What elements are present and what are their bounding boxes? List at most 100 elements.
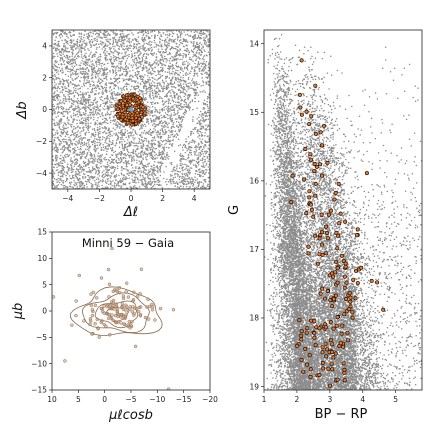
field-star xyxy=(76,192,78,194)
field-star xyxy=(210,26,212,28)
field-star xyxy=(176,164,178,166)
field-star xyxy=(90,112,93,114)
field-star xyxy=(79,39,81,42)
field-star xyxy=(79,134,82,137)
field-star xyxy=(47,63,49,65)
field-star xyxy=(203,54,206,57)
field-star xyxy=(101,42,103,44)
field-star xyxy=(102,115,104,117)
field-star xyxy=(121,191,123,193)
field-star xyxy=(117,161,120,164)
field-star xyxy=(196,186,198,189)
field-star xyxy=(114,75,117,77)
field-star xyxy=(207,160,209,162)
field-star xyxy=(120,26,122,28)
field-star xyxy=(185,185,188,188)
field-star xyxy=(144,168,147,171)
field-star xyxy=(163,28,165,30)
field-star xyxy=(92,85,94,87)
field-star xyxy=(126,37,128,39)
field-star xyxy=(60,119,63,121)
field-star xyxy=(150,165,152,167)
field-star xyxy=(71,44,73,47)
field-star xyxy=(118,146,121,148)
field-star xyxy=(49,55,51,57)
field-star xyxy=(162,87,164,89)
field-star xyxy=(75,40,78,43)
field-star xyxy=(181,146,184,149)
field-star xyxy=(192,119,194,121)
field-star xyxy=(183,66,186,69)
field-star xyxy=(213,77,215,79)
field-star xyxy=(149,143,151,145)
field-star xyxy=(186,149,188,152)
field-star xyxy=(62,184,64,187)
field-star xyxy=(150,90,152,92)
field-star xyxy=(171,55,173,58)
field-star xyxy=(166,193,168,195)
field-star xyxy=(175,101,177,103)
field-star xyxy=(150,46,153,49)
field-star xyxy=(110,161,112,164)
field-star xyxy=(110,190,112,192)
field-star xyxy=(103,25,105,27)
field-star xyxy=(53,46,55,48)
field-star xyxy=(155,56,158,59)
field-star xyxy=(152,191,154,193)
field-star xyxy=(50,106,52,108)
field-star xyxy=(147,165,149,167)
field-star xyxy=(57,94,60,97)
field-star xyxy=(177,183,179,186)
field-star xyxy=(211,153,213,155)
field-star xyxy=(132,128,134,131)
field-star xyxy=(95,65,98,67)
field-star xyxy=(207,41,210,44)
field-star xyxy=(172,105,174,107)
field-star xyxy=(98,82,101,84)
field-star xyxy=(214,143,216,145)
field-star xyxy=(205,60,208,63)
field-star xyxy=(89,105,92,107)
field-star xyxy=(110,191,112,193)
field-star xyxy=(203,60,205,62)
field-star xyxy=(49,95,51,97)
field-star xyxy=(143,139,145,142)
field-star xyxy=(52,148,54,151)
field-star xyxy=(85,105,87,108)
field-star xyxy=(81,93,83,96)
field-star xyxy=(207,63,210,66)
field-star xyxy=(119,178,122,180)
field-star xyxy=(71,55,73,58)
field-star xyxy=(104,88,107,91)
field-star xyxy=(105,97,108,100)
field-star xyxy=(100,165,102,168)
field-star xyxy=(113,133,115,135)
field-star xyxy=(190,153,193,156)
field-star xyxy=(182,56,184,58)
field-star xyxy=(58,177,60,180)
field-star xyxy=(102,92,105,94)
field-star xyxy=(49,115,51,117)
field-star xyxy=(189,100,192,103)
field-star xyxy=(200,187,202,189)
field-star xyxy=(60,169,62,172)
field-star xyxy=(158,190,160,192)
field-star xyxy=(212,43,214,45)
field-star xyxy=(91,60,94,62)
field-star xyxy=(61,69,64,71)
field-star xyxy=(198,130,200,132)
field-star xyxy=(64,45,66,47)
field-star xyxy=(89,53,91,55)
field-star xyxy=(114,69,117,72)
field-star xyxy=(54,112,56,115)
field-star xyxy=(80,51,83,54)
field-star xyxy=(101,44,103,46)
field-star xyxy=(123,70,125,73)
field-star xyxy=(125,162,128,164)
field-star xyxy=(196,161,199,164)
field-star xyxy=(167,42,169,44)
field-star xyxy=(164,48,167,51)
field-star xyxy=(183,95,185,98)
field-star xyxy=(125,168,127,170)
field-star xyxy=(65,79,68,82)
